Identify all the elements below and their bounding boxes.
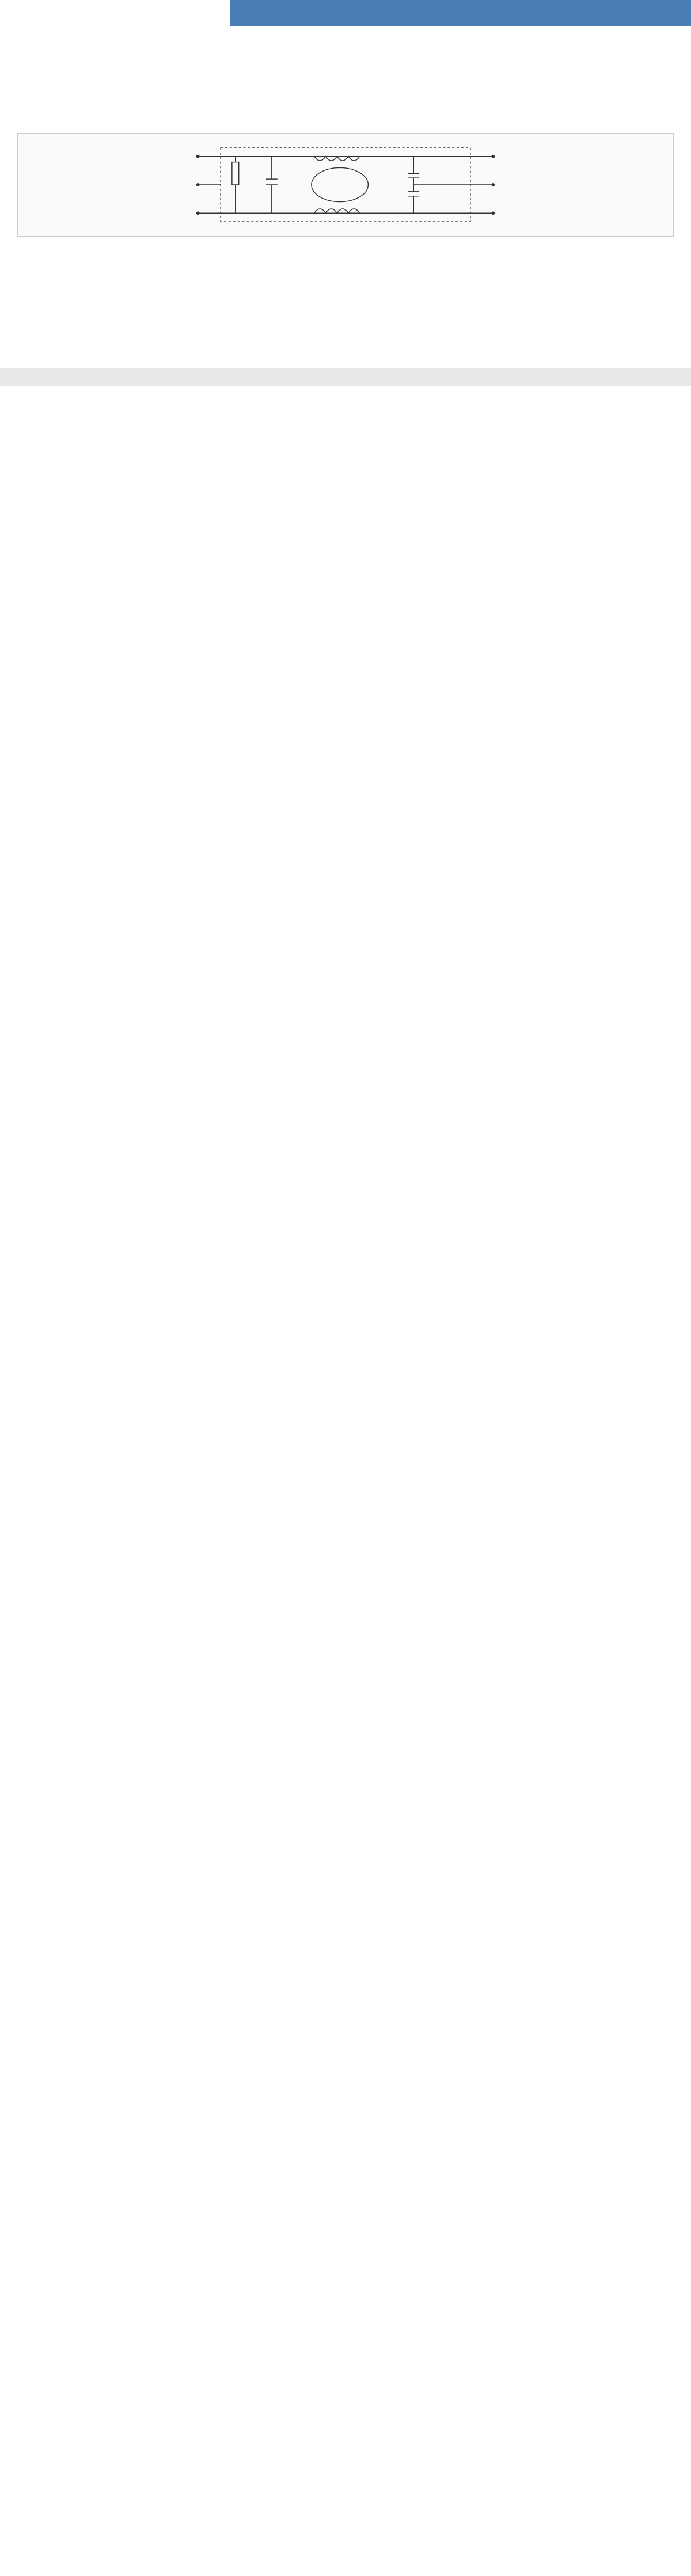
header: [0, 0, 691, 26]
dimensions-section: [0, 282, 691, 308]
type-selection-section: [0, 242, 691, 268]
technical-title: [17, 82, 674, 92]
type-selection-title: [17, 248, 674, 257]
title-block: [230, 0, 691, 26]
schematic-diagram: [17, 133, 674, 237]
technical-section: [0, 77, 691, 102]
schematic-section: [0, 102, 691, 127]
insertion-desc: [17, 328, 674, 337]
schematic-svg: [29, 145, 662, 224]
logo-block: [0, 0, 230, 26]
insertion-modes: [17, 337, 674, 345]
insertion-title: [17, 314, 674, 323]
features-section: [0, 26, 691, 51]
features-title: [17, 32, 674, 41]
application-title: [17, 57, 674, 66]
schematic-title: [17, 108, 674, 117]
dimensions-title: [17, 288, 674, 297]
footer: [0, 368, 691, 386]
application-section: [0, 51, 691, 77]
insertion-section: [0, 308, 691, 357]
